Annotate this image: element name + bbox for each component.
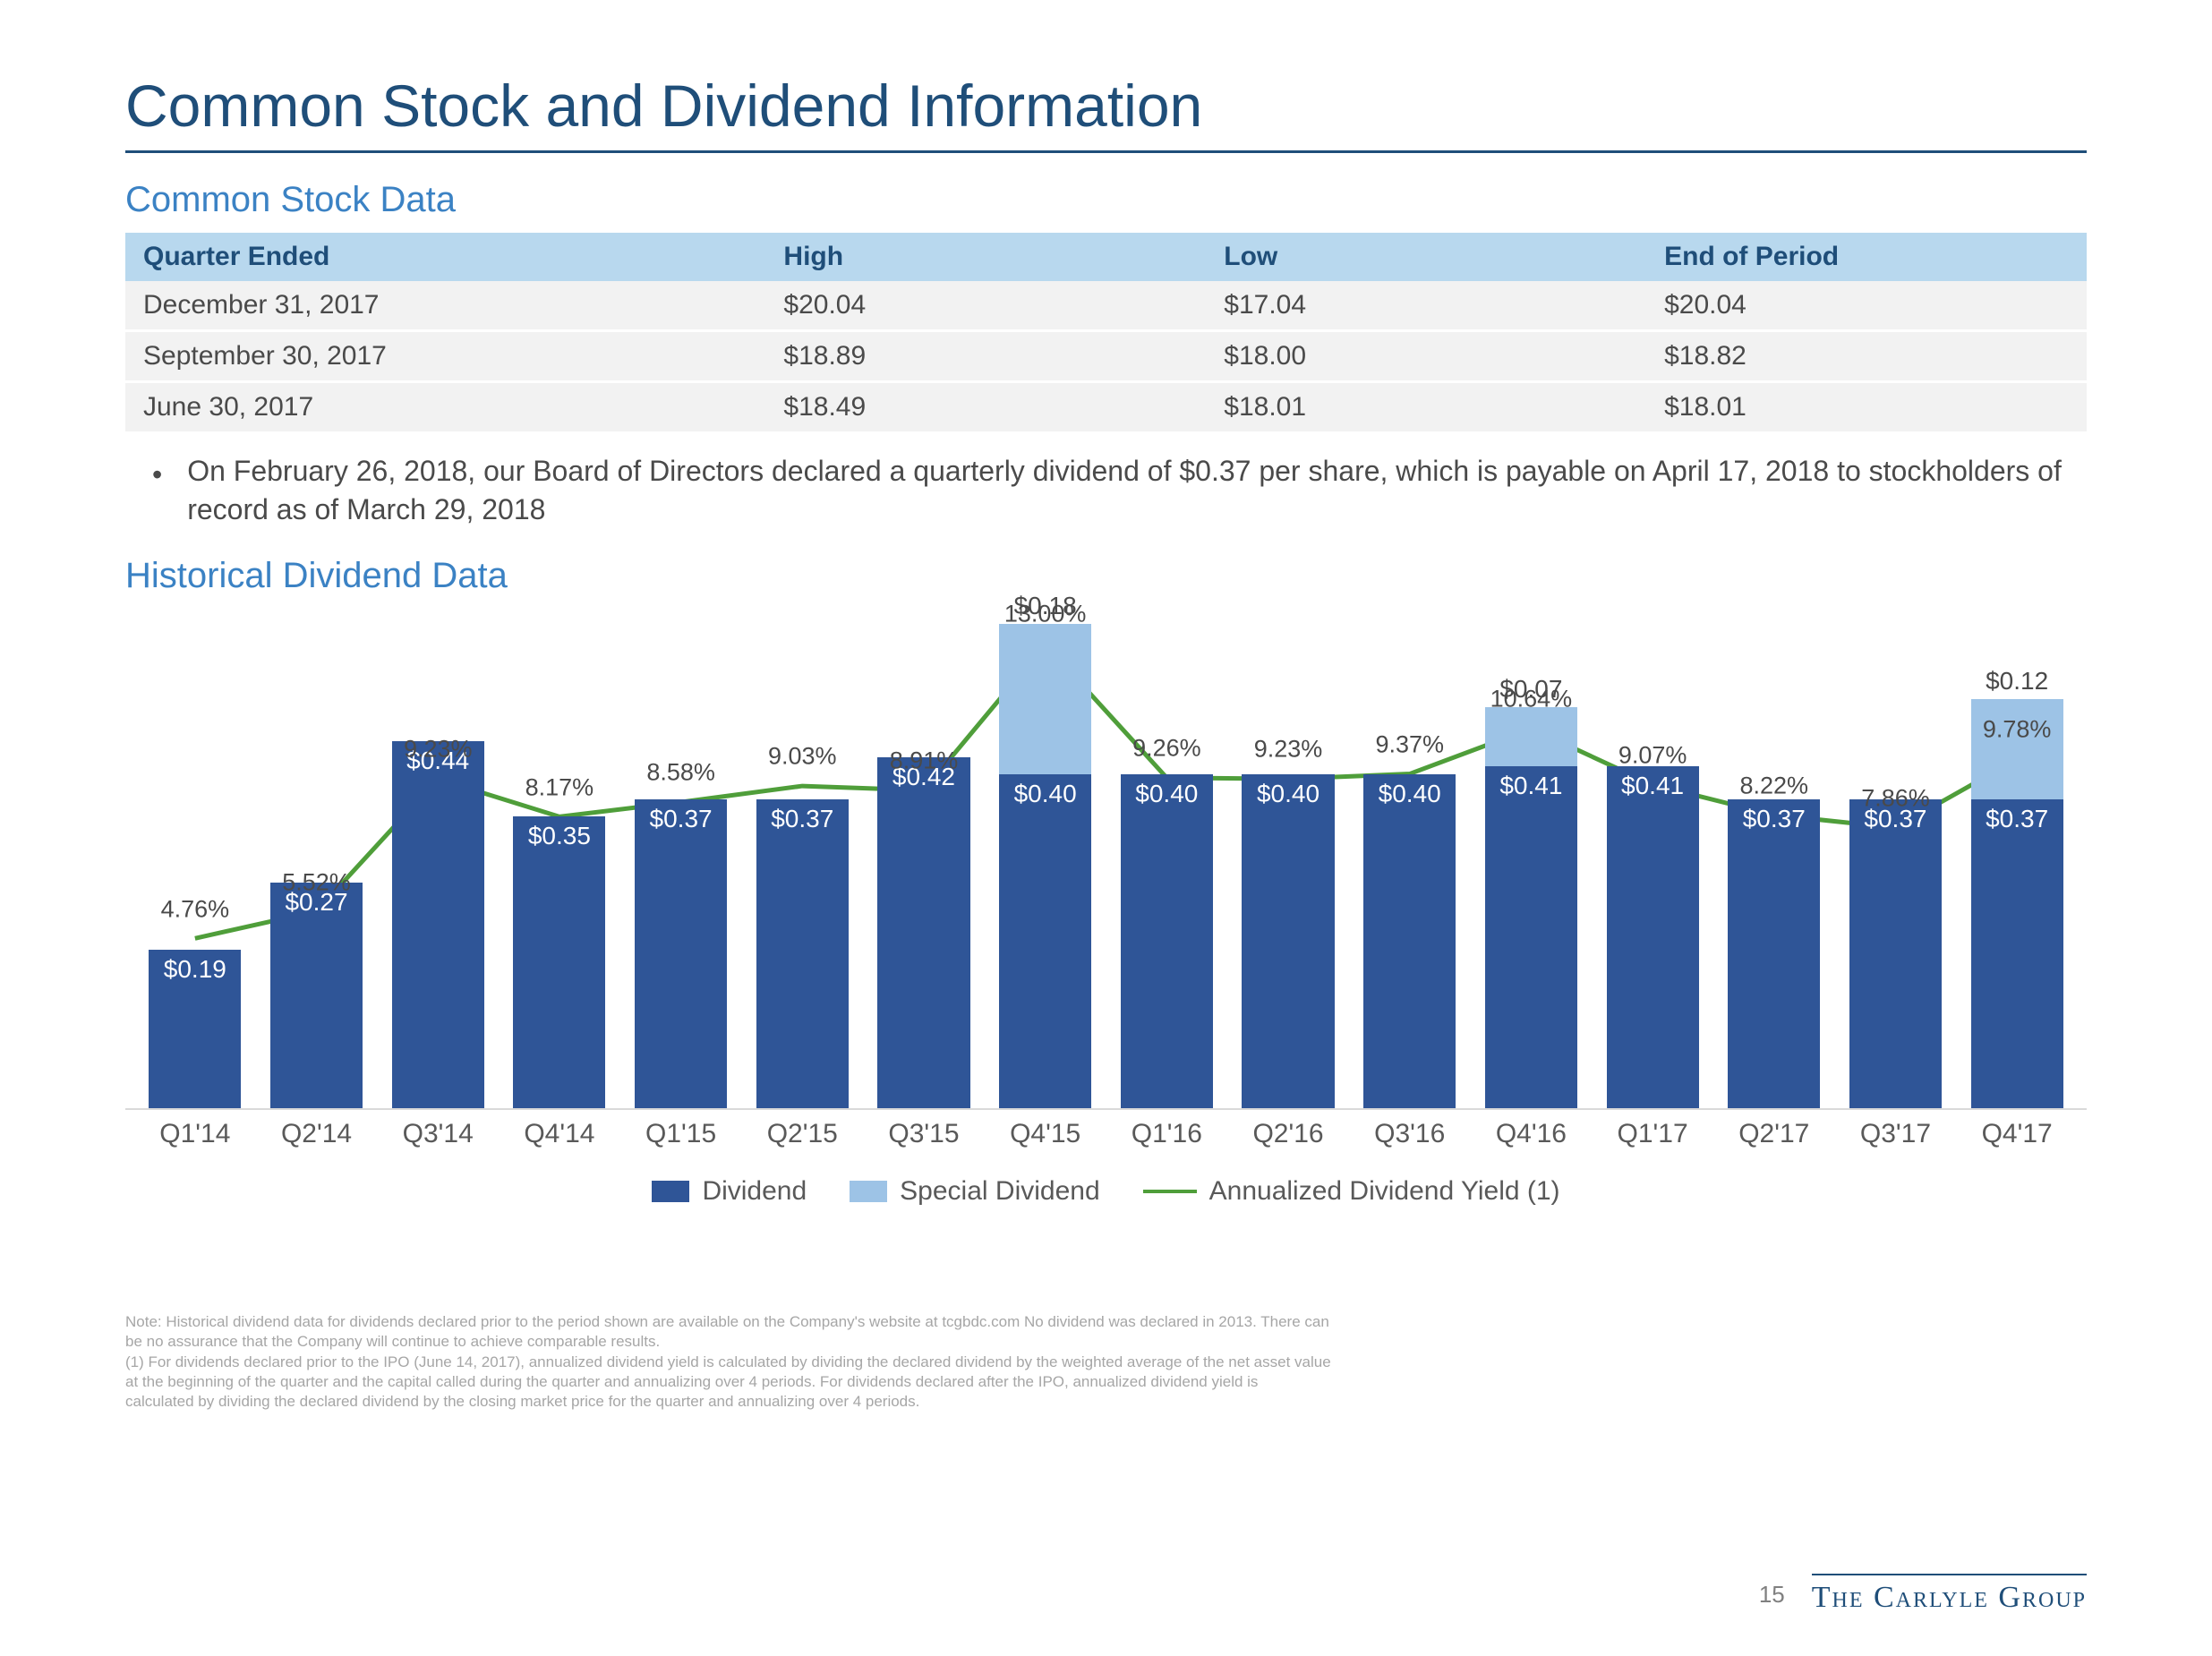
yield-label: 9.23% [404,736,473,764]
table-header: Low [1206,233,1646,281]
yield-label: 9.03% [768,743,837,771]
legend-special: Special Dividend [850,1176,1099,1207]
bar-slot: $0.40 [1227,609,1349,1108]
bullet-icon: • [152,456,162,529]
square-icon [850,1181,887,1202]
x-axis-label: Q3'16 [1349,1119,1471,1149]
bar-slot: $0.41$0.07 [1471,609,1593,1108]
table-cell: December 31, 2017 [125,281,765,331]
x-axis-label: Q3'15 [863,1119,985,1149]
x-axis-label: Q4'14 [499,1119,620,1149]
stock-table: Quarter EndedHighLowEnd of Period Decemb… [125,233,2087,434]
yield-label: 8.91% [890,747,959,774]
x-axis-label: Q1'14 [134,1119,256,1149]
dividend-chart: $0.19$0.27$0.44$0.35$0.37$0.37$0.42$0.40… [125,609,2087,1271]
table-row: September 30, 2017$18.89$18.00$18.82 [125,331,2087,382]
yield-label: 8.58% [646,759,715,787]
x-axis-label: Q3'14 [377,1119,499,1149]
yield-label: 4.76% [161,895,230,923]
bar-slot: $0.35 [499,609,620,1108]
page-number: 15 [1759,1581,1785,1609]
table-cell: June 30, 2017 [125,382,765,433]
legend-label: Annualized Dividend Yield (1) [1209,1176,1560,1207]
x-axis-label: Q4'16 [1471,1119,1593,1149]
x-axis-label: Q4'15 [985,1119,1106,1149]
bar-slot: $0.37 [620,609,742,1108]
yield-label: 10.64% [1490,685,1573,713]
footnote: Note: Historical dividend data for divid… [125,1312,2087,1411]
line-icon [1143,1190,1197,1193]
yield-label: 9.23% [1254,736,1323,764]
bar-slot: $0.37 [1713,609,1835,1108]
bar-slot: $0.40 [1106,609,1228,1108]
x-axis-label: Q1'15 [620,1119,742,1149]
yield-label: 5.52% [282,868,351,896]
table-row: December 31, 2017$20.04$17.04$20.04 [125,281,2087,331]
legend-label: Special Dividend [900,1176,1099,1207]
table-cell: $20.04 [1646,281,2087,331]
table-header: End of Period [1646,233,2087,281]
bar-slot: $0.40 [1349,609,1471,1108]
x-axis-label: Q2'14 [256,1119,378,1149]
table-cell: $18.82 [1646,331,2087,382]
bar-slot: $0.41 [1592,609,1713,1108]
x-axis-label: Q2'16 [1227,1119,1349,1149]
table-cell: $17.04 [1206,281,1646,331]
bar-slot: $0.42 [863,609,985,1108]
table-cell: $18.01 [1206,382,1646,433]
x-axis-label: Q1'16 [1106,1119,1228,1149]
table-header: High [765,233,1206,281]
table-cell: $18.00 [1206,331,1646,382]
page-title: Common Stock and Dividend Information [125,72,2087,153]
table-row: June 30, 2017$18.49$18.01$18.01 [125,382,2087,433]
stock-section-title: Common Stock Data [125,180,2087,220]
yield-label: 13.00% [1004,601,1087,628]
yield-label: 9.78% [1983,716,2052,744]
yield-label: 7.86% [1861,784,1930,812]
yield-label: 9.07% [1618,741,1687,769]
table-header: Quarter Ended [125,233,765,281]
chart-legend: Dividend Special Dividend Annualized Div… [125,1176,2087,1207]
yield-label: 8.22% [1740,772,1809,799]
bar-slot: $0.37 [741,609,863,1108]
dividend-declaration-note: • On February 26, 2018, our Board of Dir… [152,452,2087,529]
yield-label: 9.37% [1375,730,1444,758]
bullet-text: On February 26, 2018, our Board of Direc… [187,452,2087,529]
brand-logo: The Carlyle Group [1812,1574,2087,1615]
legend-label: Dividend [702,1176,807,1207]
table-cell: $20.04 [765,281,1206,331]
legend-dividend: Dividend [652,1176,807,1207]
table-cell: $18.01 [1646,382,2087,433]
bar-slot: $0.44 [377,609,499,1108]
bar-slot: $0.37$0.12 [1956,609,2078,1108]
bar-slot: $0.19 [134,609,256,1108]
yield-label: 9.26% [1132,734,1201,762]
table-cell: $18.49 [765,382,1206,433]
bar-slot: $0.27 [256,609,378,1108]
x-axis-label: Q2'17 [1713,1119,1835,1149]
bar-slot: $0.37 [1835,609,1957,1108]
table-cell: $18.89 [765,331,1206,382]
x-axis-label: Q1'17 [1592,1119,1713,1149]
x-axis-label: Q4'17 [1956,1119,2078,1149]
x-axis-label: Q3'17 [1835,1119,1957,1149]
legend-yield: Annualized Dividend Yield (1) [1143,1176,1560,1207]
table-cell: September 30, 2017 [125,331,765,382]
x-axis-label: Q2'15 [741,1119,863,1149]
yield-label: 8.17% [525,773,594,801]
dividend-section-title: Historical Dividend Data [125,556,2087,596]
square-icon [652,1181,689,1202]
bar-slot: $0.40$0.18 [985,609,1106,1108]
